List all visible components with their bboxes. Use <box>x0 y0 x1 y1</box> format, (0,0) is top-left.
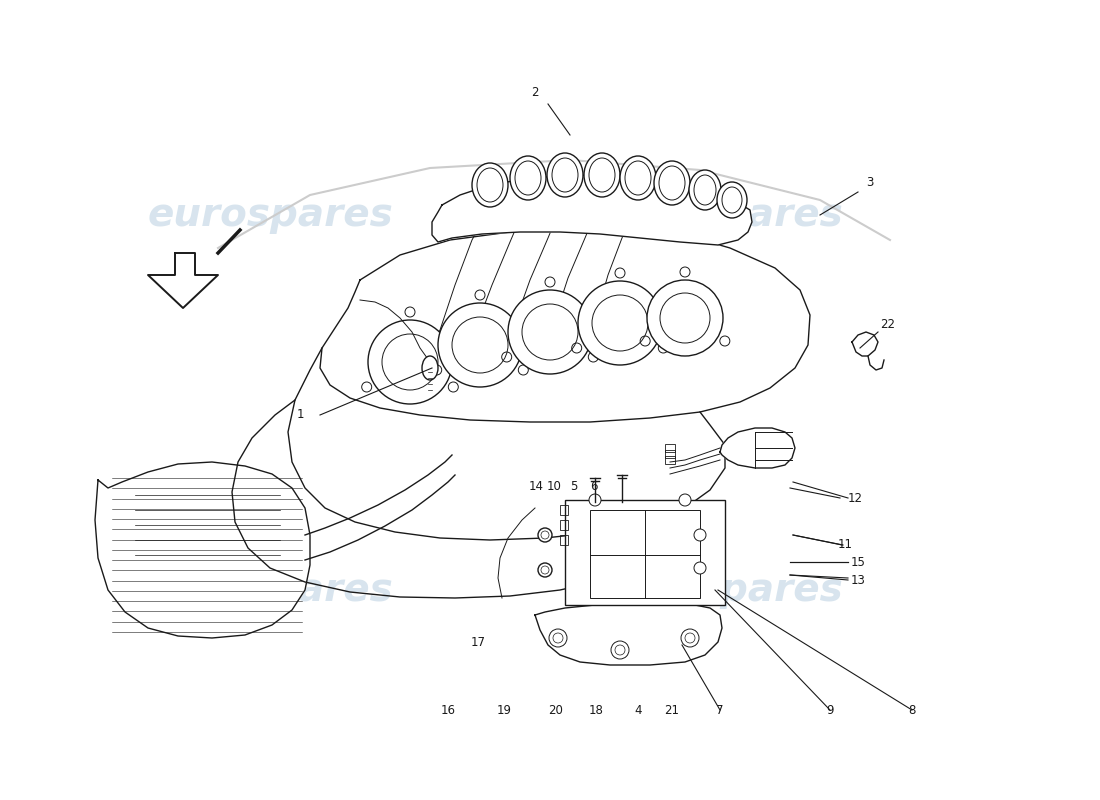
Polygon shape <box>148 253 218 308</box>
Text: 14: 14 <box>528 481 543 494</box>
Ellipse shape <box>620 156 656 200</box>
Text: 15: 15 <box>850 555 866 569</box>
Text: 6: 6 <box>591 481 597 494</box>
Text: 10: 10 <box>547 481 561 494</box>
Text: eurospares: eurospares <box>147 571 393 609</box>
Bar <box>560 520 568 530</box>
Text: 3: 3 <box>867 175 873 189</box>
Text: 4: 4 <box>635 703 641 717</box>
Circle shape <box>647 280 723 356</box>
Bar <box>666 456 675 464</box>
Circle shape <box>578 281 662 365</box>
Polygon shape <box>320 228 810 422</box>
Circle shape <box>610 641 629 659</box>
Circle shape <box>538 528 552 542</box>
Text: 13: 13 <box>850 574 866 586</box>
Bar <box>560 535 568 545</box>
Text: 1: 1 <box>296 409 304 422</box>
Circle shape <box>679 494 691 506</box>
Ellipse shape <box>689 170 720 210</box>
Circle shape <box>694 529 706 541</box>
Ellipse shape <box>654 161 690 205</box>
Text: 22: 22 <box>880 318 895 331</box>
Ellipse shape <box>422 356 438 380</box>
Text: 16: 16 <box>440 703 455 717</box>
Circle shape <box>368 320 452 404</box>
Text: 19: 19 <box>496 703 512 717</box>
Bar <box>560 505 568 515</box>
Polygon shape <box>95 462 310 638</box>
Circle shape <box>508 290 592 374</box>
Text: eurospares: eurospares <box>597 196 843 234</box>
Text: 9: 9 <box>826 703 834 717</box>
Text: 17: 17 <box>471 635 485 649</box>
Ellipse shape <box>472 163 508 207</box>
Polygon shape <box>432 175 752 245</box>
Text: 21: 21 <box>664 703 680 717</box>
Text: 2: 2 <box>531 86 539 98</box>
Circle shape <box>438 303 522 387</box>
Ellipse shape <box>717 182 747 218</box>
Bar <box>590 510 700 598</box>
Text: eurospares: eurospares <box>597 571 843 609</box>
Ellipse shape <box>584 153 620 197</box>
Text: 8: 8 <box>909 703 915 717</box>
Ellipse shape <box>510 156 546 200</box>
Polygon shape <box>852 332 878 356</box>
Bar <box>565 500 725 605</box>
Circle shape <box>538 563 552 577</box>
Circle shape <box>681 629 698 647</box>
Text: 20: 20 <box>549 703 563 717</box>
Circle shape <box>588 494 601 506</box>
Polygon shape <box>535 605 722 665</box>
Bar <box>666 444 675 452</box>
Text: 18: 18 <box>588 703 604 717</box>
Ellipse shape <box>547 153 583 197</box>
Circle shape <box>694 562 706 574</box>
Text: 5: 5 <box>570 481 578 494</box>
Text: 7: 7 <box>716 703 724 717</box>
Circle shape <box>549 629 566 647</box>
Polygon shape <box>720 428 795 468</box>
Text: 11: 11 <box>837 538 852 551</box>
Text: eurospares: eurospares <box>147 196 393 234</box>
Bar <box>666 450 675 458</box>
Text: 12: 12 <box>847 491 862 505</box>
